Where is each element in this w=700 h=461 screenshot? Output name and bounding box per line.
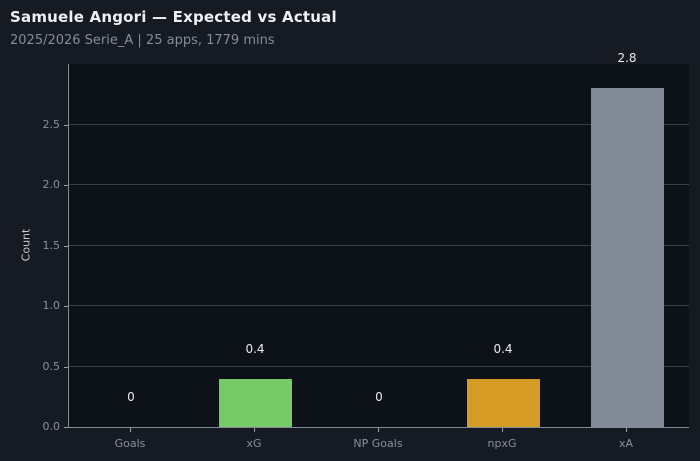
y-tick-label: 0.5 — [42, 360, 61, 373]
bar-xA — [590, 88, 664, 427]
y-tick-mark — [64, 246, 68, 247]
y-tick-label: 2.0 — [42, 178, 61, 191]
x-tick-label-Goals: Goals — [114, 437, 146, 450]
gridline — [69, 245, 689, 246]
gridline — [69, 305, 689, 306]
plot-area: 0 0.4 0 0.4 2.8 — [68, 51, 689, 428]
gridline — [69, 366, 689, 367]
y-tick-mark — [64, 367, 68, 368]
x-tick-label-npxG: npxG — [487, 437, 517, 450]
bar-value-label: 0 — [127, 390, 135, 404]
x-tick-mark — [254, 428, 255, 432]
bar-value-label: 0.4 — [493, 342, 513, 356]
x-tick-mark — [626, 428, 627, 432]
gridline — [69, 184, 689, 185]
bar-npxG — [466, 379, 540, 427]
bar-value-label: 2.8 — [617, 51, 637, 65]
x-tick-label-xG: xG — [246, 437, 262, 450]
x-tick-label-NP Goals: NP Goals — [353, 437, 403, 450]
x-tick-mark — [130, 428, 131, 432]
bar-value-label: 0 — [375, 390, 383, 404]
y-tick-label: 0.0 — [42, 420, 61, 433]
chart-subtitle: 2025/2026 Serie_A | 25 apps, 1779 mins — [10, 33, 275, 48]
x-tick-mark — [502, 428, 503, 432]
bar-xG — [218, 379, 292, 427]
y-tick-label: 2.5 — [42, 118, 61, 131]
y-tick-label: 1.5 — [42, 239, 61, 252]
x-tick-mark — [378, 428, 379, 432]
y-tick-label: 1.0 — [42, 299, 61, 312]
gridline — [69, 124, 689, 125]
x-tick-label-xA: xA — [618, 437, 634, 450]
y-tick-mark — [64, 185, 68, 186]
y-tick-mark — [64, 306, 68, 307]
chart-title: Samuele Angori — Expected vs Actual — [10, 8, 337, 26]
y-tick-mark — [64, 125, 68, 126]
bar-value-label: 0.4 — [245, 342, 265, 356]
y-tick-mark — [64, 427, 68, 428]
